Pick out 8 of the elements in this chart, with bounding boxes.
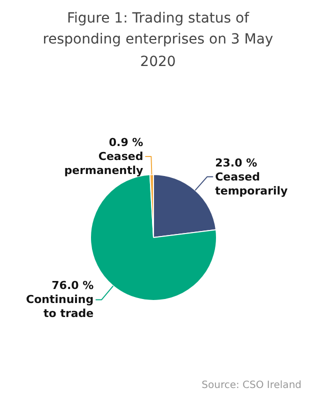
slice-label: Continuing to trade	[26, 293, 94, 320]
chart-title: Figure 1: Trading status of responding enterprises on 3 May 2020	[42, 10, 274, 70]
data-label: 76.0 %	[52, 279, 94, 292]
slice-label: Ceased temporarily	[215, 170, 288, 198]
slice-label: Ceased permanently	[64, 150, 144, 178]
data-label: 23.0 %	[215, 156, 258, 170]
source-note: Source: CSO Ireland	[202, 380, 302, 391]
data-label: 0.9 %	[108, 136, 144, 150]
